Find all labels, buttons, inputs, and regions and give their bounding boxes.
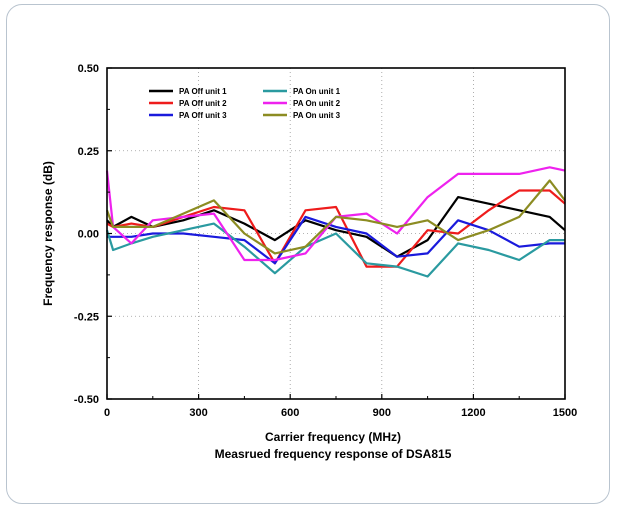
legend-label-pa-on-unit-1: PA On unit 1 [293, 87, 341, 96]
legend: PA Off unit 1 PA Off unit 2 PA Off unit 3 P… [149, 87, 341, 120]
y-tick-label: 0.25 [78, 146, 99, 158]
legend-label-pa-off-unit-1: PA Off unit 1 [179, 87, 227, 96]
legend-label-pa-off-unit-3: PA Off unit 3 [179, 111, 227, 120]
x-tick-label: 0 [104, 407, 110, 419]
series-line-pa-on-unit-1 [105, 222, 565, 278]
legend-label-pa-on-unit-2: PA On unit 2 [293, 99, 341, 108]
y-axis-title: Frequency response (dB) [41, 161, 55, 306]
x-tick-label: 1500 [553, 407, 577, 419]
series-line-pa-on-unit-2 [105, 166, 566, 262]
x-tick-label: 900 [373, 407, 391, 419]
y-tick-label: -0.25 [74, 311, 99, 323]
y-tick-label: 0.00 [78, 229, 99, 241]
y-tick-label: 0.50 [78, 63, 99, 75]
x-tick-label: 1200 [461, 407, 485, 419]
series-lines [105, 166, 566, 278]
x-tick-label: 600 [281, 407, 299, 419]
chart-caption: Measrued frequency response of DSA815 [215, 447, 452, 461]
legend-label-pa-off-unit-2: PA Off unit 2 [179, 99, 227, 108]
x-axis-title: Carrier frequency (MHz) [265, 430, 401, 444]
y-tick-label: -0.50 [74, 394, 99, 406]
series-line-pa-on-unit-3 [105, 179, 566, 255]
axis-ticks: 0 300 600 900 1200 1500 -0.50 -0.25 0.00 0.25 0.50 [74, 63, 577, 419]
series-line-pa-off-unit-3 [107, 215, 565, 265]
legend-label-pa-on-unit-3: PA On unit 3 [293, 111, 341, 120]
x-tick-label: 300 [189, 407, 207, 419]
series-line-pa-off-unit-2 [106, 189, 566, 268]
